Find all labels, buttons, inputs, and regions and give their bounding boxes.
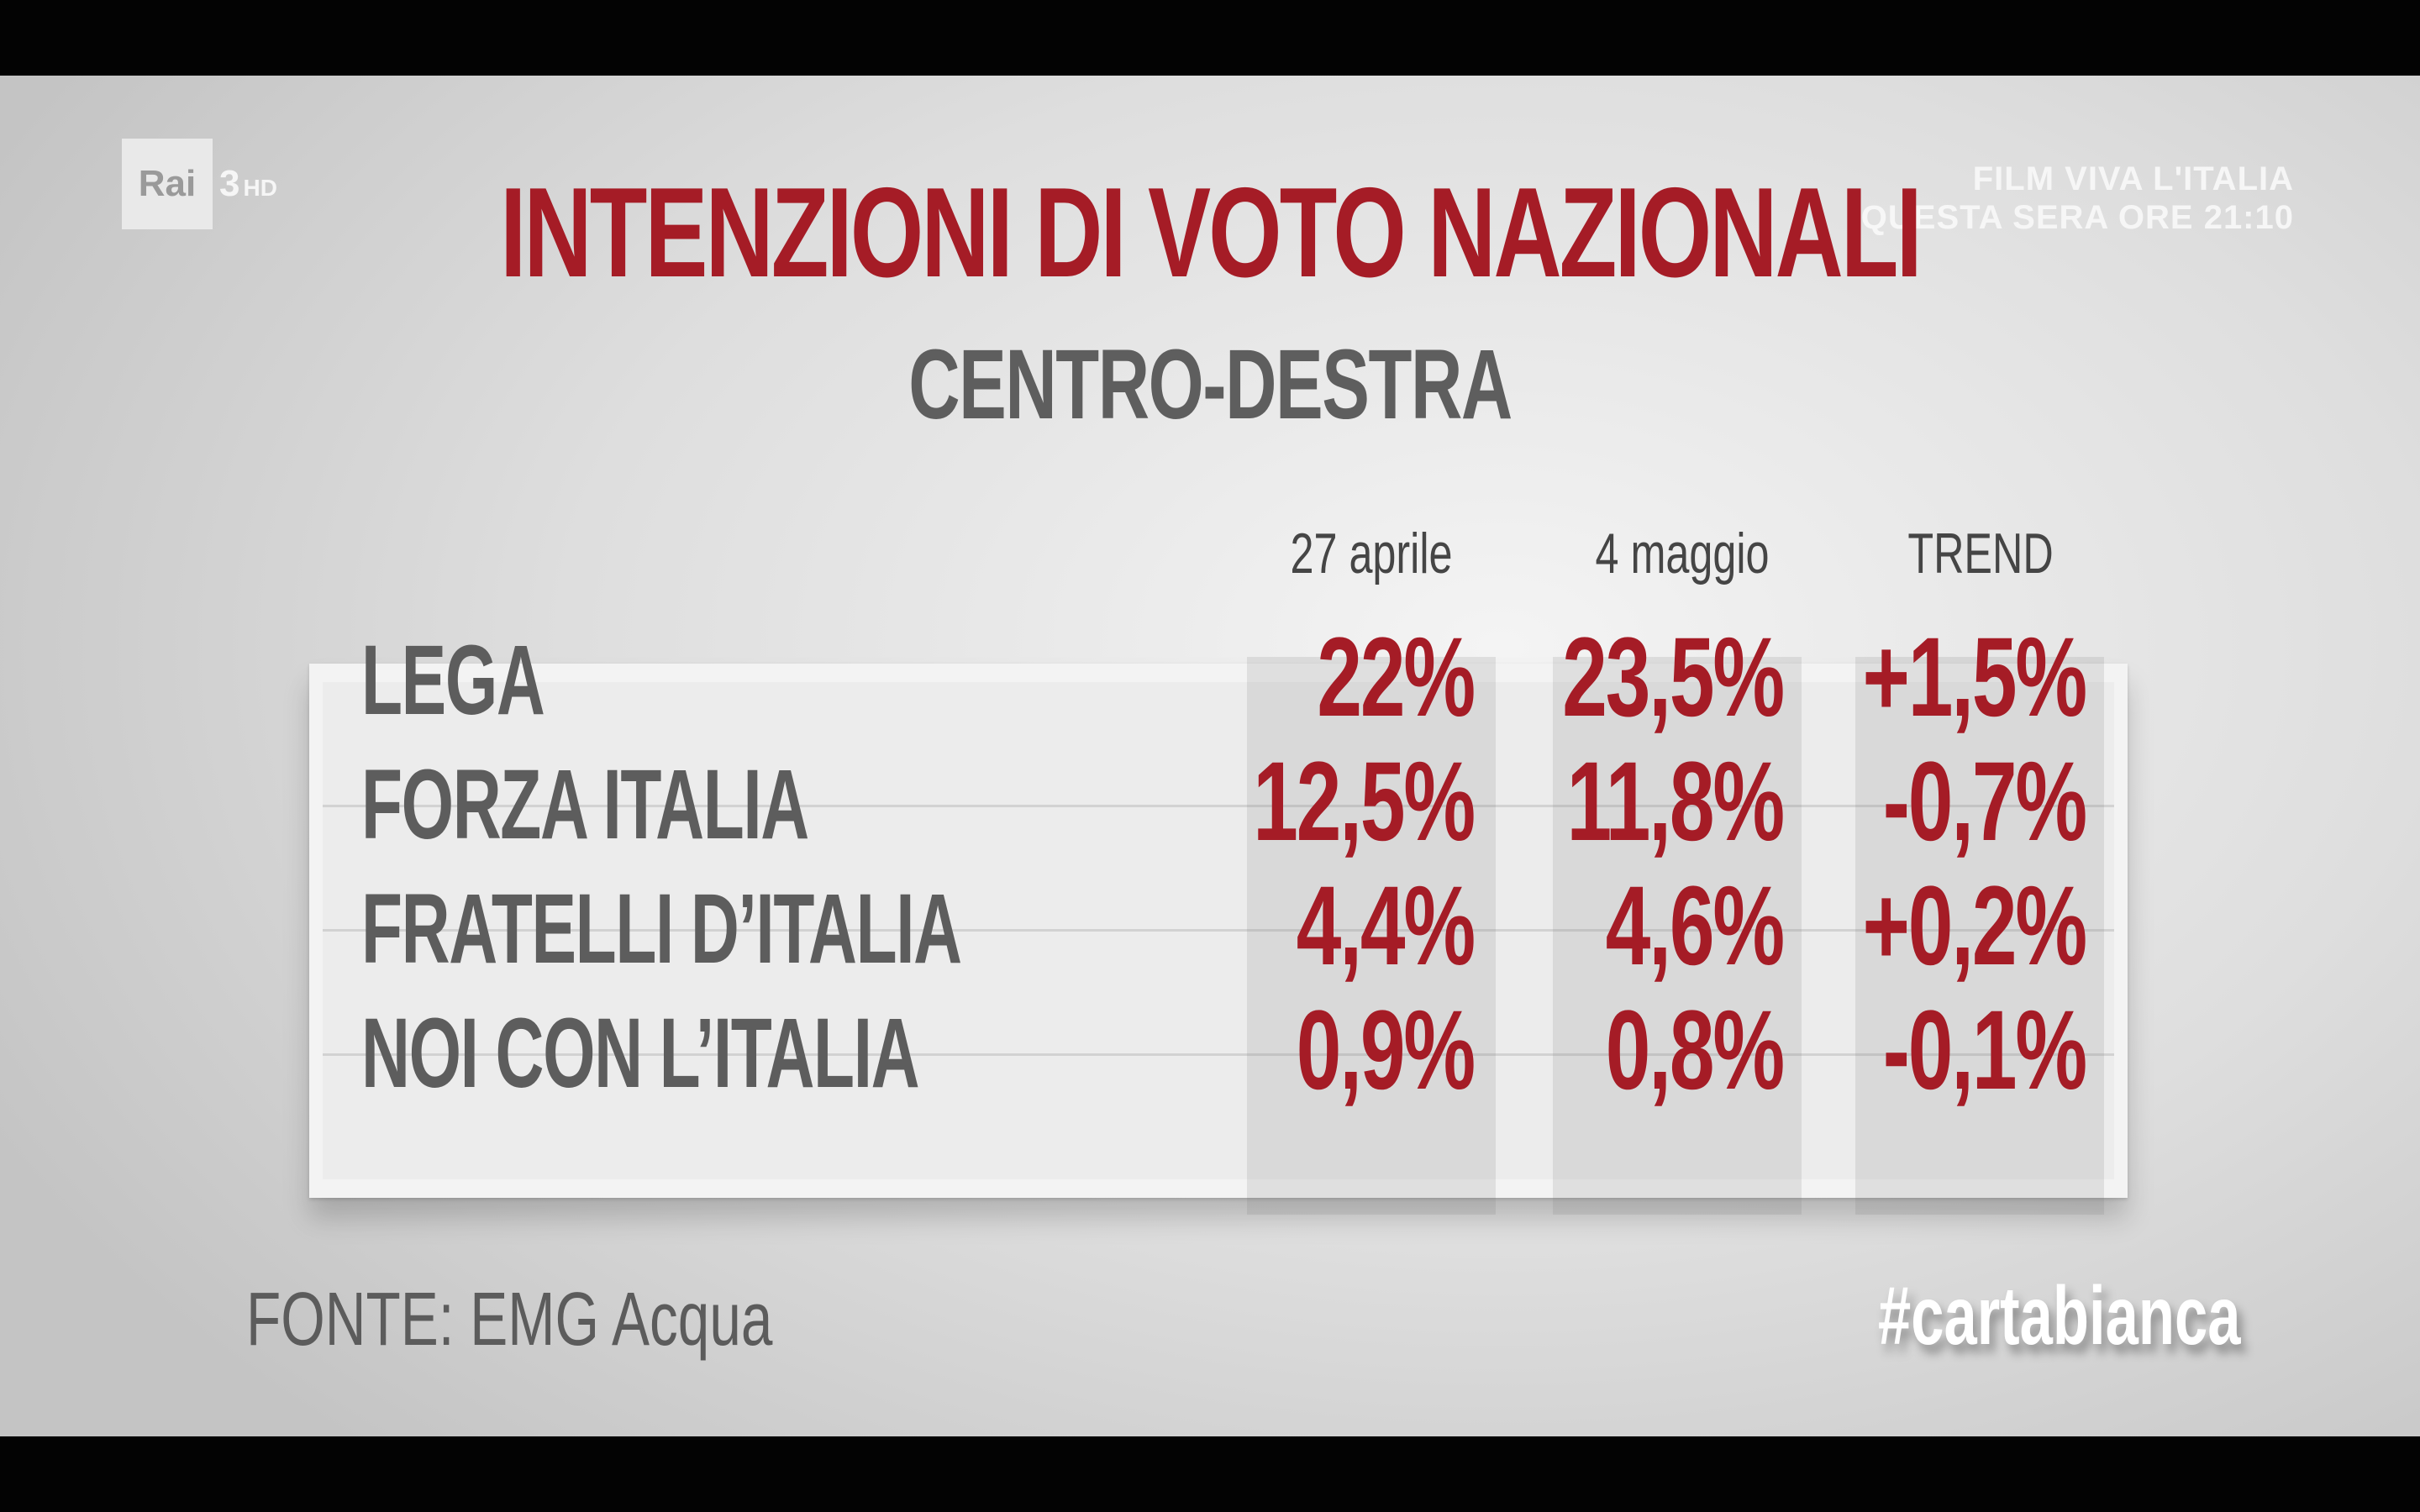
promo-line-1: FILM VIVA L'ITALIA <box>1972 160 2294 197</box>
party-name-fratelli-italia: FRATELLI D’ITALIA <box>361 874 962 984</box>
promo-line-2: QUESTA SERA ORE 21:10 <box>1860 199 2294 236</box>
hd-badge: HD <box>243 175 277 201</box>
column-band-4-maggio <box>1553 657 1802 1215</box>
party-name-forza-italia: FORZA ITALIA <box>361 749 809 860</box>
column-header-trend: TREND <box>1907 522 2054 585</box>
column-band-trend <box>1855 657 2104 1215</box>
promo-overlay: FILM VIVA L'ITALIA QUESTA SERA ORE 21:10 <box>1861 160 2294 237</box>
value-forza-italia-27-aprile: 12,5% <box>1253 739 1476 864</box>
row-divider <box>323 929 2114 932</box>
value-noi-con-italia-4-maggio: 0,8% <box>1605 988 1785 1113</box>
column-header-4-maggio: 4 maggio <box>1595 522 1770 585</box>
page-subtitle: CENTRO-DESTRA <box>908 329 1512 440</box>
value-fratelli-italia-4-maggio: 4,6% <box>1605 864 1785 989</box>
value-fratelli-italia-27-aprile: 4,4% <box>1296 864 1476 989</box>
column-band-27-aprile <box>1247 657 1496 1215</box>
value-lega-27-aprile: 22% <box>1317 615 1476 740</box>
rai-logo-box: Rai <box>122 139 213 229</box>
broadcast-screen: Rai 3 HD FILM VIVA L'ITALIA QUESTA SERA … <box>0 76 2420 1436</box>
results-table <box>309 664 2128 1198</box>
party-name-lega: LEGA <box>361 625 545 736</box>
value-forza-italia-trend: -0,7% <box>1882 739 2087 864</box>
source-credit: FONTE: EMG Acqua <box>246 1278 773 1362</box>
value-noi-con-italia-trend: -0,1% <box>1882 988 2087 1113</box>
value-noi-con-italia-27-aprile: 0,9% <box>1296 988 1476 1113</box>
results-table-body <box>323 682 2114 1179</box>
column-header-27-aprile: 27 aprile <box>1290 522 1453 585</box>
row-divider <box>323 1053 2114 1056</box>
show-hashtag: #cartabianca <box>1878 1269 2241 1362</box>
channel-number: 3 <box>219 163 240 204</box>
party-name-noi-con-italia: NOI CON L’ITALIA <box>361 998 920 1109</box>
value-lega-4-maggio: 23,5% <box>1562 615 1785 740</box>
value-forza-italia-4-maggio: 11,8% <box>1566 739 1786 864</box>
row-divider <box>323 805 2114 807</box>
page-title: INTENZIONI DI VOTO NAZIONALI <box>500 161 1923 304</box>
value-lega-trend: +1,5% <box>1862 615 2088 740</box>
channel-logo: Rai 3 HD <box>122 139 277 229</box>
value-fratelli-italia-trend: +0,2% <box>1862 864 2088 989</box>
